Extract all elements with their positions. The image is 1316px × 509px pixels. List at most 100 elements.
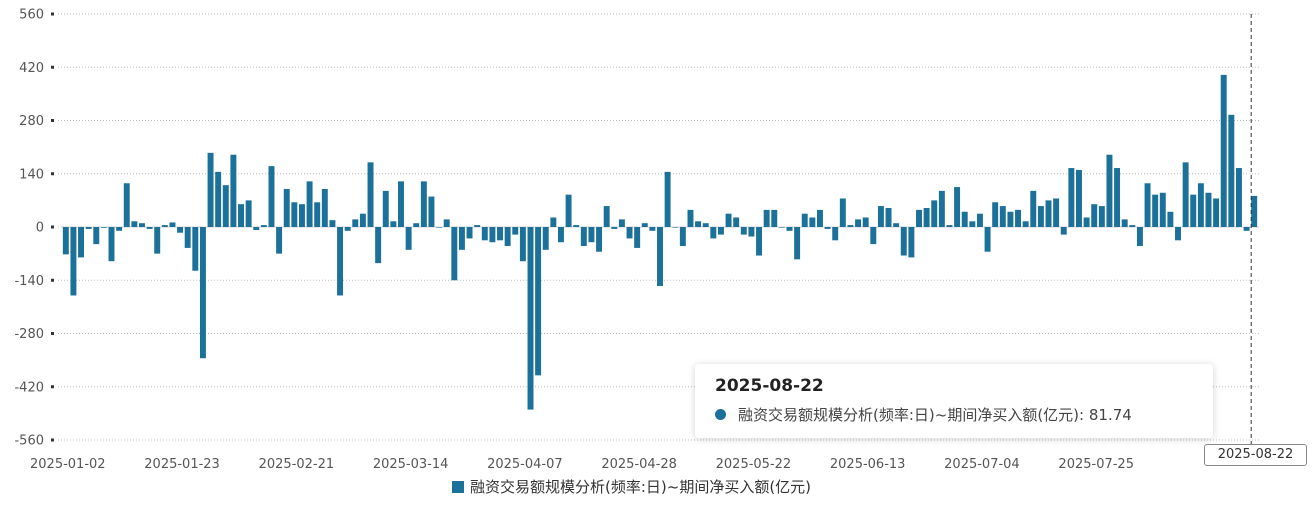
bar[interactable] bbox=[230, 154, 237, 227]
bar[interactable] bbox=[131, 221, 138, 227]
bar[interactable] bbox=[321, 188, 328, 227]
bar[interactable] bbox=[641, 223, 648, 227]
bar[interactable] bbox=[961, 211, 968, 227]
bar[interactable] bbox=[748, 227, 755, 237]
bar[interactable] bbox=[93, 227, 100, 245]
bar[interactable] bbox=[733, 217, 740, 227]
bar[interactable] bbox=[954, 187, 961, 227]
bar[interactable] bbox=[512, 227, 519, 235]
bar[interactable] bbox=[984, 227, 991, 252]
bar[interactable] bbox=[923, 207, 930, 227]
bar[interactable] bbox=[1068, 168, 1075, 227]
bar[interactable] bbox=[85, 227, 92, 229]
bar[interactable] bbox=[215, 171, 222, 227]
bar[interactable] bbox=[877, 206, 884, 227]
bar[interactable] bbox=[1136, 227, 1143, 247]
bar[interactable] bbox=[862, 217, 869, 227]
bar[interactable] bbox=[146, 227, 153, 229]
bar[interactable] bbox=[794, 227, 801, 260]
bar[interactable] bbox=[999, 206, 1006, 227]
bar[interactable] bbox=[832, 227, 839, 241]
bar[interactable] bbox=[1053, 198, 1060, 227]
bar[interactable] bbox=[1144, 183, 1151, 227]
bar[interactable] bbox=[900, 227, 907, 256]
bar[interactable] bbox=[207, 152, 214, 227]
bar[interactable] bbox=[298, 204, 305, 227]
bar[interactable] bbox=[192, 227, 199, 271]
bar[interactable] bbox=[352, 219, 359, 227]
bar[interactable] bbox=[992, 202, 999, 227]
bar[interactable] bbox=[1159, 192, 1166, 227]
bar[interactable] bbox=[603, 206, 610, 227]
bar[interactable] bbox=[458, 227, 465, 250]
bar[interactable] bbox=[238, 204, 244, 227]
bar[interactable] bbox=[611, 227, 618, 229]
bar[interactable] bbox=[260, 225, 267, 227]
bar[interactable] bbox=[359, 213, 366, 227]
bar[interactable] bbox=[344, 227, 351, 231]
bar[interactable] bbox=[931, 200, 938, 228]
bar[interactable] bbox=[778, 227, 785, 228]
bar[interactable] bbox=[1129, 225, 1136, 227]
bar[interactable] bbox=[580, 227, 587, 247]
bar[interactable] bbox=[938, 190, 945, 227]
bar[interactable] bbox=[177, 227, 184, 233]
bar[interactable] bbox=[596, 227, 603, 252]
bar[interactable] bbox=[314, 202, 321, 227]
bar[interactable] bbox=[154, 227, 161, 254]
bar[interactable] bbox=[1098, 206, 1105, 227]
bar[interactable] bbox=[398, 181, 404, 227]
bar[interactable] bbox=[1235, 168, 1242, 227]
legend[interactable]: 融资交易额规模分析(频率:日)~期间净买入额(亿元) bbox=[452, 476, 811, 497]
bar[interactable] bbox=[657, 227, 663, 286]
bar[interactable] bbox=[413, 223, 420, 227]
bar[interactable] bbox=[1190, 194, 1197, 227]
bar[interactable] bbox=[123, 183, 130, 227]
bar[interactable] bbox=[717, 227, 724, 235]
bar[interactable] bbox=[725, 213, 732, 227]
bar[interactable] bbox=[139, 223, 145, 227]
bar[interactable] bbox=[969, 221, 976, 227]
bar[interactable] bbox=[116, 227, 123, 231]
bar[interactable] bbox=[847, 225, 854, 227]
bar[interactable] bbox=[1015, 209, 1022, 227]
bar[interactable] bbox=[161, 225, 168, 227]
bar[interactable] bbox=[786, 227, 793, 231]
bar[interactable] bbox=[474, 225, 481, 227]
bar[interactable] bbox=[626, 227, 633, 239]
bar[interactable] bbox=[1121, 219, 1128, 227]
bar[interactable] bbox=[801, 213, 808, 227]
bar[interactable] bbox=[649, 227, 656, 231]
bar[interactable] bbox=[428, 196, 435, 227]
bar[interactable] bbox=[1175, 227, 1181, 241]
bar[interactable] bbox=[976, 213, 983, 227]
bar[interactable] bbox=[245, 200, 252, 228]
bar[interactable] bbox=[390, 221, 397, 227]
bar[interactable] bbox=[1037, 206, 1044, 227]
bar[interactable] bbox=[1106, 154, 1113, 227]
bar[interactable] bbox=[542, 227, 549, 250]
bar[interactable] bbox=[1083, 217, 1090, 227]
bar[interactable] bbox=[740, 227, 747, 235]
bar[interactable] bbox=[169, 222, 176, 227]
bar[interactable] bbox=[70, 227, 77, 296]
bar[interactable] bbox=[535, 227, 542, 376]
bar[interactable] bbox=[916, 209, 922, 227]
bar[interactable] bbox=[100, 227, 107, 228]
bar[interactable] bbox=[824, 227, 831, 229]
bar[interactable] bbox=[763, 209, 770, 227]
bar[interactable] bbox=[1213, 198, 1220, 227]
bar[interactable] bbox=[497, 227, 503, 241]
bar[interactable] bbox=[451, 227, 458, 281]
bar[interactable] bbox=[809, 217, 816, 227]
bar[interactable] bbox=[466, 227, 473, 239]
bar[interactable] bbox=[885, 207, 892, 227]
bar[interactable] bbox=[329, 220, 336, 227]
bar[interactable] bbox=[908, 227, 915, 258]
bar[interactable] bbox=[253, 227, 260, 231]
bar[interactable] bbox=[679, 227, 686, 247]
bar[interactable] bbox=[855, 219, 862, 227]
bar[interactable] bbox=[756, 227, 762, 256]
bar[interactable] bbox=[573, 225, 580, 227]
bar[interactable] bbox=[1152, 194, 1159, 227]
